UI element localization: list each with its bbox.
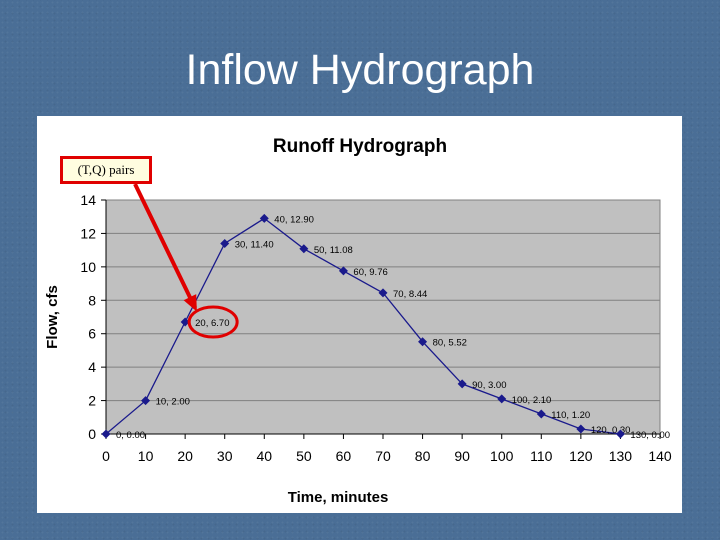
series-line [105,217,621,435]
x-tick-label: 50 [296,448,312,464]
y-tick-label: 14 [80,192,96,208]
x-tick-label: 80 [415,448,431,464]
data-point [259,213,269,223]
data-point [141,396,151,406]
x-tick-label: 30 [217,448,233,464]
x-tick-label: 120 [569,448,593,464]
y-tick-label: 4 [88,359,96,375]
data-point [338,266,348,276]
data-label: 50, 11.08 [314,245,353,256]
y-tick-label: 0 [88,426,96,442]
x-tick-label: 20 [177,448,193,464]
data-point [536,409,546,419]
y-tick-label: 10 [80,259,96,275]
data-label: 40, 12.90 [274,214,314,225]
x-tick-label: 40 [256,448,272,464]
slide-title: Inflow Hydrograph [185,46,535,94]
data-point [299,244,309,254]
data-label: 80, 5.52 [433,338,467,349]
tq-pairs-callout: (T,Q) pairs [60,156,152,184]
data-point [457,379,467,389]
data-label: 110, 1.20 [551,410,590,421]
data-point [576,424,586,434]
data-label: 70, 8.44 [393,289,427,300]
callout-arrowhead [183,294,197,312]
x-tick-label: 60 [336,448,352,464]
callout-arrow [133,183,197,309]
data-label: 20, 6.70 [195,318,229,329]
data-point [418,337,428,347]
chart-frame: Runoff Hydrograph 0 2 4 6 8 10 12 14 0 10 20 30 40 50 6… [37,116,682,513]
data-point [220,238,230,248]
x-tick-label: 90 [454,448,470,464]
data-point [615,429,625,439]
chart-title: Runoff Hydrograph [273,136,447,157]
data-label: 0, 0.00 [116,430,145,441]
data-label: 100, 2.10 [512,395,552,406]
y-tick-label: 2 [88,393,96,409]
data-point [378,288,388,298]
x-tick-label: 100 [490,448,514,464]
y-axis-label: Flow, cfs [44,285,61,349]
x-axis-label: Time, minutes [288,489,389,506]
data-label: 90, 3.00 [472,380,506,391]
y-tick-label: 12 [80,225,96,241]
data-label: 120, 0.30 [591,425,631,436]
y-tick-label: 6 [88,326,96,342]
plot-area [105,199,661,435]
x-tick-label: 140 [648,448,672,464]
data-point [101,429,111,439]
data-point [180,317,190,327]
x-tick-label: 0 [102,448,110,464]
x-tick-label: 130 [609,448,633,464]
data-label: 10, 2.00 [156,397,190,408]
highlight-ring [187,305,239,339]
x-tick-label: 110 [530,448,553,464]
data-point [497,394,507,404]
data-label: 60, 9.76 [353,267,387,278]
y-tick-label: 8 [88,292,96,308]
x-tick-label: 10 [138,448,154,464]
data-label: 130, 0.00 [630,430,670,441]
data-label: 30, 11.40 [235,239,274,250]
x-tick-label: 70 [375,448,391,464]
